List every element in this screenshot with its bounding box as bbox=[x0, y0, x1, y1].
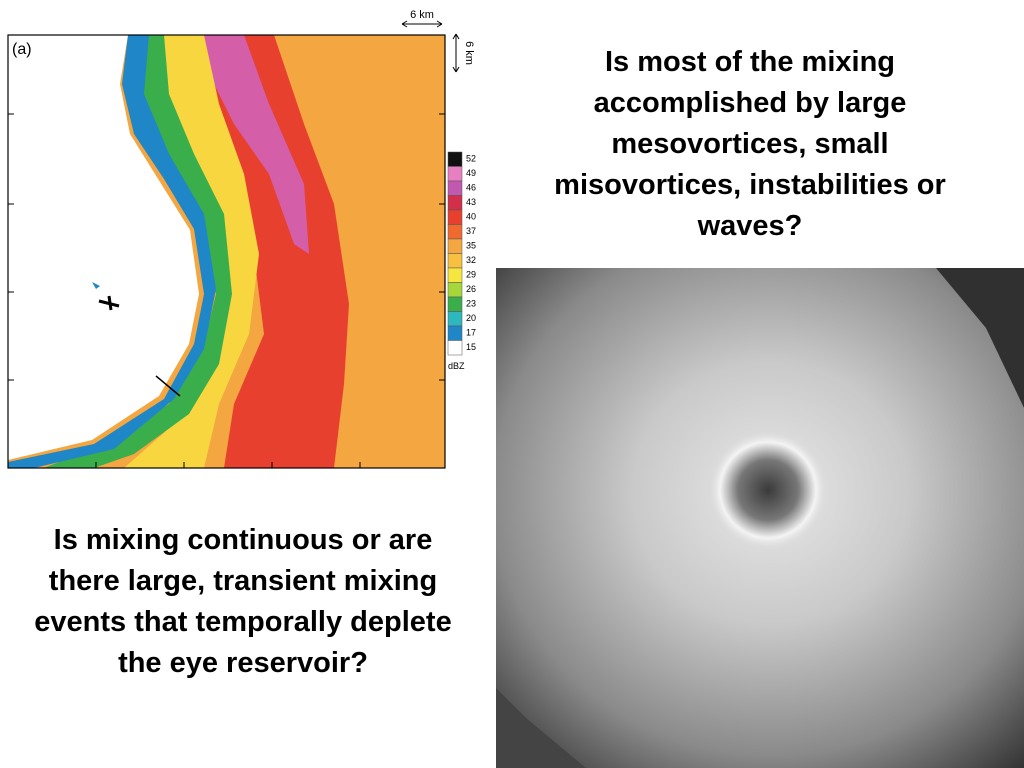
scale-vertical: 6 km bbox=[463, 41, 475, 65]
colorbar-swatch bbox=[447, 151, 463, 167]
colorbar-label: 49 bbox=[466, 168, 476, 178]
colorbar-label: 15 bbox=[466, 342, 476, 352]
colorbar-label: 20 bbox=[466, 313, 476, 323]
colorbar-swatch bbox=[447, 267, 463, 283]
colorbar-swatch bbox=[447, 340, 463, 356]
colorbar-swatch bbox=[447, 325, 463, 341]
colorbar-label: 37 bbox=[466, 226, 476, 236]
satellite-image bbox=[496, 268, 1024, 768]
scale-horizontal: 6 km bbox=[410, 9, 434, 21]
colorbar-swatch bbox=[447, 166, 463, 182]
colorbar-swatch bbox=[447, 296, 463, 312]
colorbar-label: 23 bbox=[466, 298, 476, 308]
colorbar-label: 26 bbox=[466, 284, 476, 294]
radar-field bbox=[7, 34, 446, 469]
colorbar-label: 52 bbox=[466, 153, 476, 163]
colorbar-label: 40 bbox=[466, 211, 476, 221]
colorbar-swatch bbox=[447, 311, 463, 327]
colorbar-swatch bbox=[447, 238, 463, 254]
question-top: Is most of the mixing accomplished by la… bbox=[554, 46, 946, 242]
radar-image: (a) 6 km 6 km 52 49 46 43 40 37 35 32 29 26 23 20 17… bbox=[7, 8, 482, 472]
colorbar-label: 29 bbox=[466, 269, 476, 279]
colorbar-swatch bbox=[447, 180, 463, 196]
colorbar-swatch bbox=[447, 253, 463, 269]
question-bottom: Is mixing continuous or are there large,… bbox=[34, 524, 452, 679]
colorbar-label: 32 bbox=[466, 255, 476, 265]
colorbar-swatch bbox=[447, 282, 463, 298]
colorbar-label: 35 bbox=[466, 240, 476, 250]
colorbar-unit: dBZ bbox=[448, 361, 465, 371]
colorbar-swatch bbox=[447, 209, 463, 225]
colorbar-swatch bbox=[447, 224, 463, 240]
colorbar-label: 43 bbox=[466, 197, 476, 207]
panel-label: (a) bbox=[12, 41, 32, 58]
colorbar-label: 17 bbox=[466, 327, 476, 337]
colorbar-swatch bbox=[447, 195, 463, 211]
colorbar-label: 46 bbox=[466, 182, 476, 192]
